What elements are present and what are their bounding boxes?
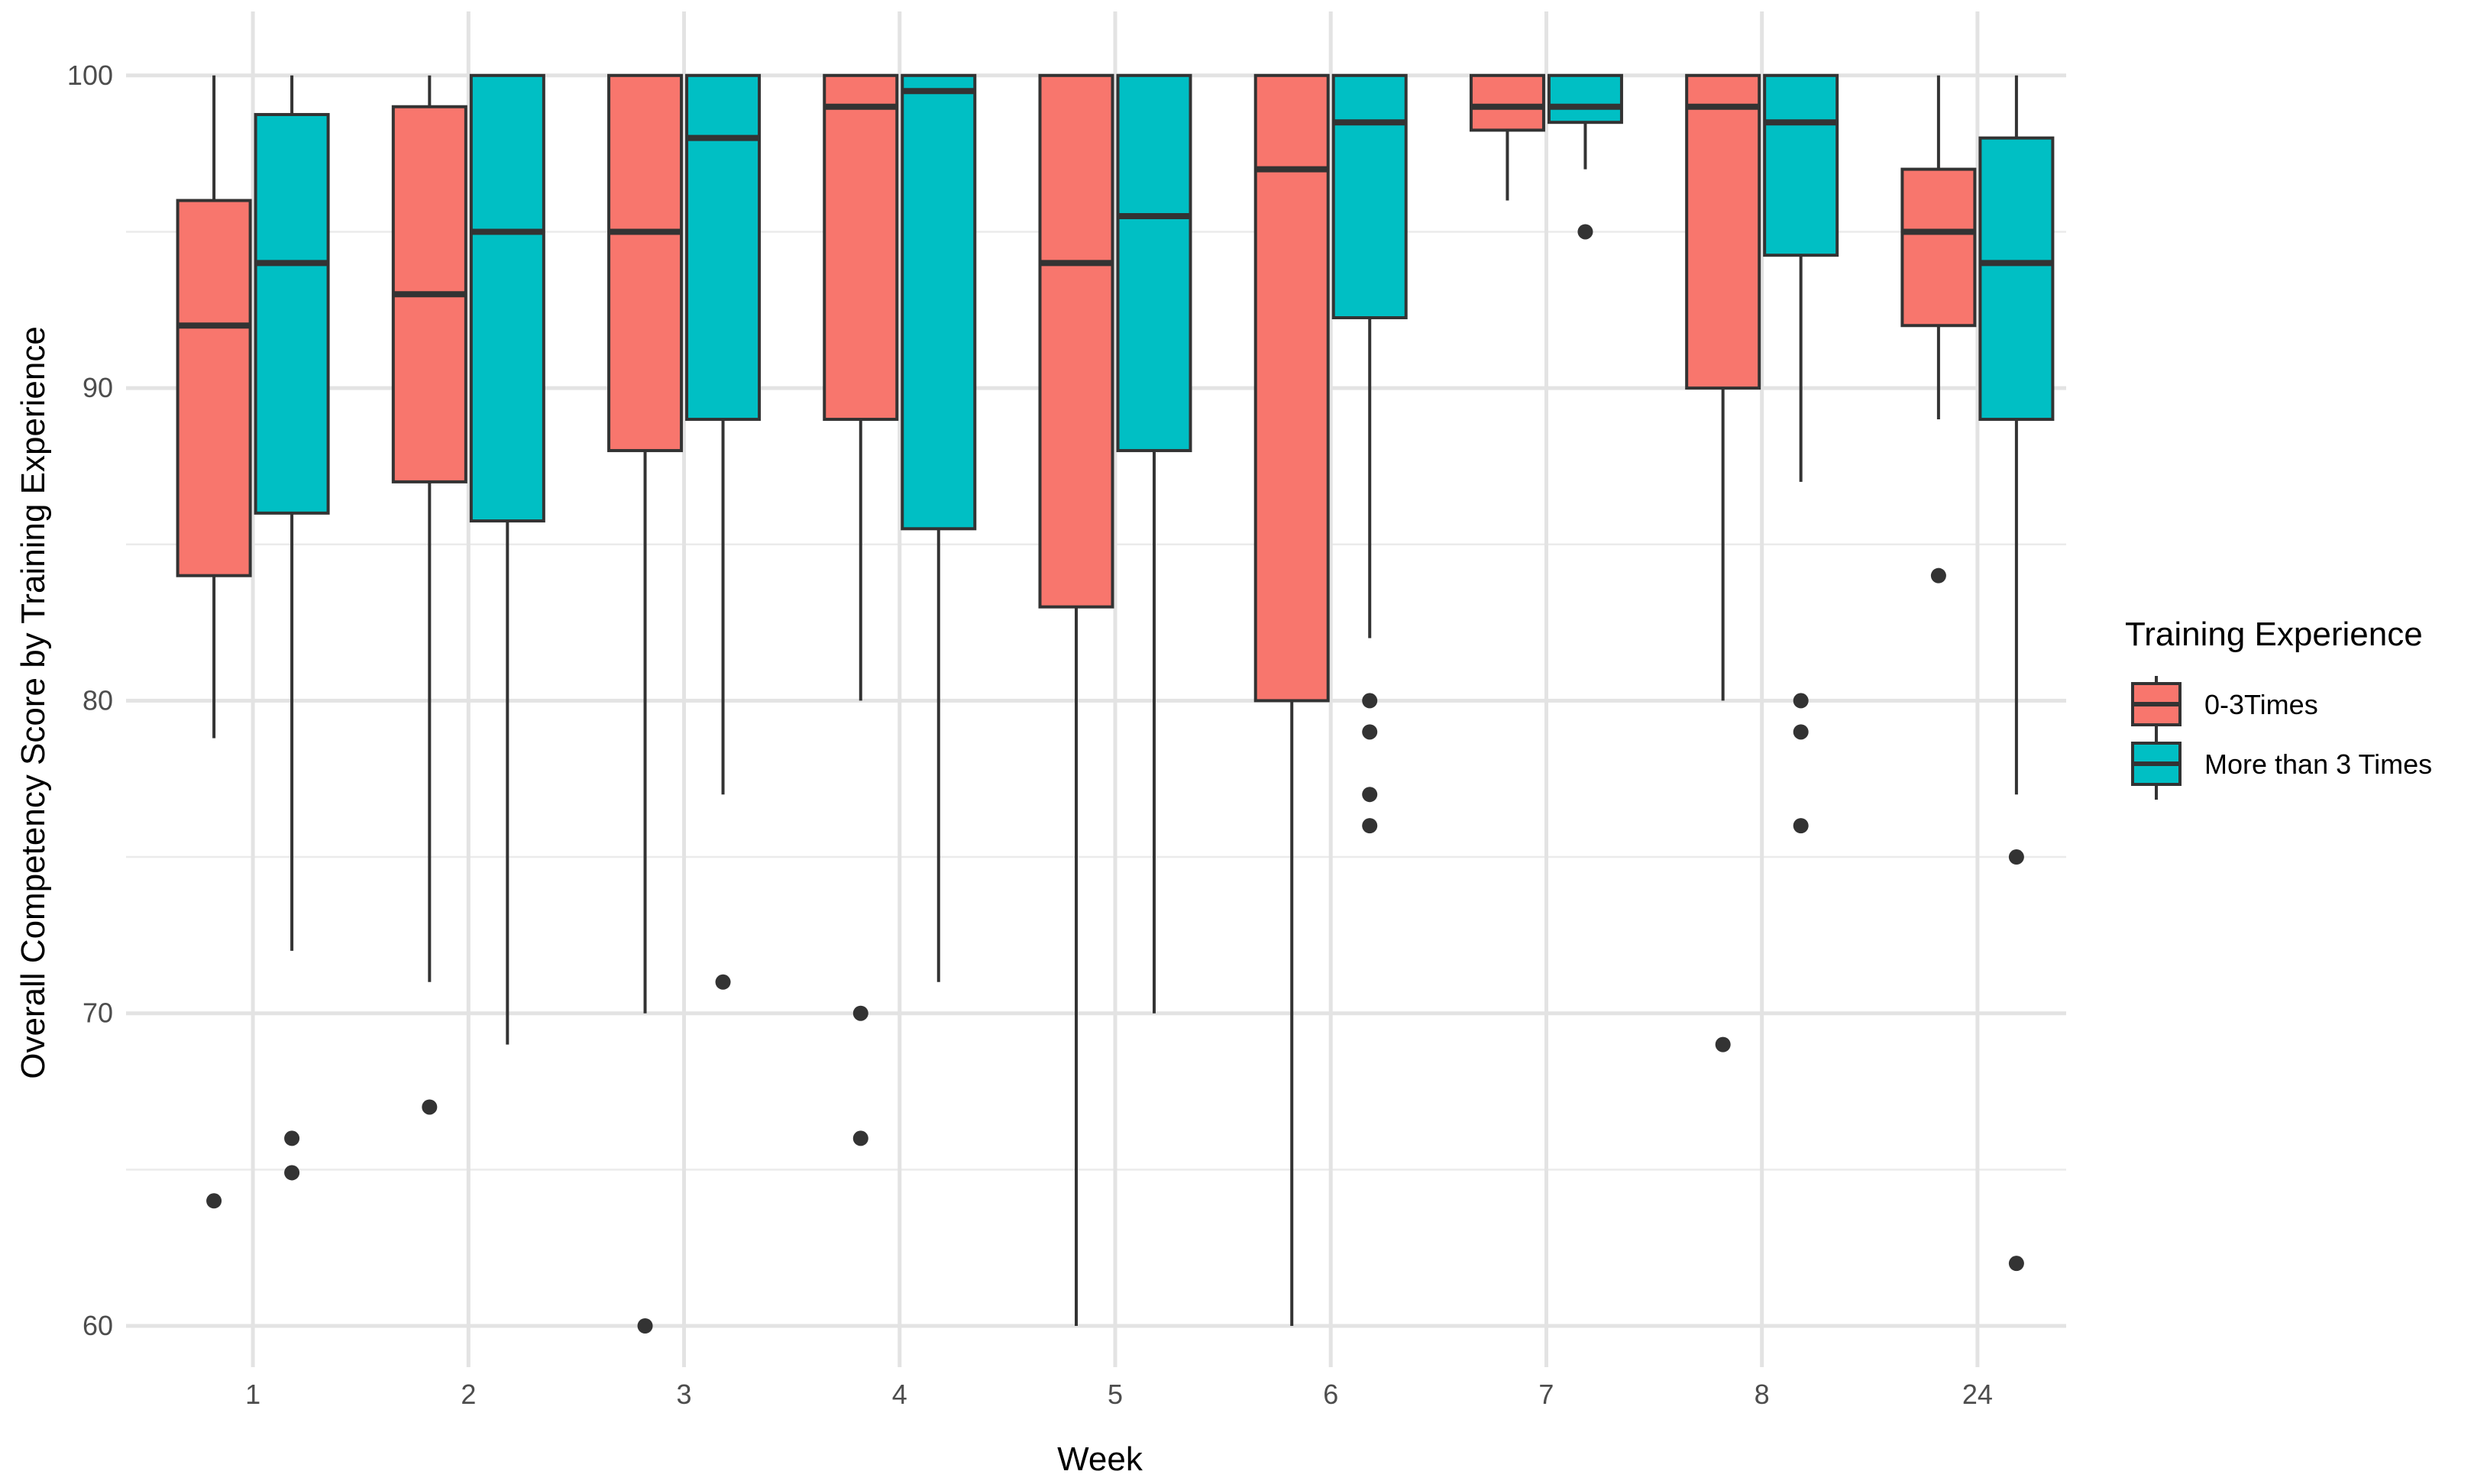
box-body: [901, 73, 977, 531]
box-high-week-7: [1547, 73, 1623, 240]
axis-layer: 60 70 80 90 100 1 2 3 4 5 6 7 8 24: [67, 60, 1993, 1410]
outlier-point: [1930, 567, 1946, 584]
outlier-point: [1793, 818, 1809, 834]
legend: Training Experience 0-3Times More than 3 …: [2125, 616, 2432, 800]
y-tick-label: 70: [82, 997, 113, 1029]
y-tick-label: 90: [82, 372, 113, 403]
grid-layer: [126, 11, 2066, 1367]
legend-label: More than 3 Times: [2204, 748, 2432, 780]
outlier-point: [1793, 724, 1809, 740]
box-low-week-8: [1685, 73, 1761, 1052]
box-body: [1331, 73, 1408, 320]
x-tick-label: 5: [1108, 1379, 1123, 1410]
legend-entry: More than 3 Times: [2131, 736, 2432, 800]
legend-entry: 0-3Times: [2131, 676, 2318, 740]
box-body: [1685, 73, 1761, 390]
outlier-point: [206, 1193, 222, 1209]
box-body: [1978, 136, 2055, 422]
x-tick-label: 7: [1538, 1379, 1554, 1410]
outlier-point: [715, 974, 731, 990]
box-body: [1469, 73, 1545, 132]
box-low-week-1: [176, 75, 252, 1209]
legend-entries: 0-3Times More than 3 Times: [2131, 676, 2432, 800]
box-body: [1116, 73, 1192, 452]
y-tick-label: 80: [82, 684, 113, 716]
box-high-week-4: [901, 73, 977, 982]
outlier-point: [1577, 224, 1593, 240]
box-low-week-2: [391, 75, 467, 1115]
outlier-point: [637, 1318, 653, 1334]
y-tick-label: 100: [67, 60, 113, 91]
box-high-week-24: [1978, 75, 2055, 1272]
box-low-week-4: [823, 73, 899, 1146]
outlier-point: [284, 1165, 300, 1181]
outlier-point: [1362, 724, 1378, 740]
x-tick-label: 4: [892, 1379, 907, 1410]
box-high-week-8: [1763, 73, 1839, 834]
x-tick-label: 1: [245, 1379, 260, 1410]
y-tick-label: 60: [82, 1310, 113, 1341]
x-tick-label: 24: [1962, 1379, 1993, 1410]
box-low-week-6: [1253, 73, 1330, 1326]
outlier-point: [1362, 818, 1378, 834]
outlier-point: [1362, 787, 1378, 803]
legend-label: 0-3Times: [2204, 689, 2318, 720]
box-body: [1253, 73, 1330, 703]
box-body: [1038, 73, 1114, 609]
x-tick-label: 3: [677, 1379, 692, 1410]
box-low-week-7: [1469, 73, 1545, 201]
box-body: [1763, 73, 1839, 257]
outlier-point: [2008, 1256, 2024, 1272]
box-body: [1547, 73, 1623, 124]
box-high-week-3: [685, 73, 762, 990]
box-low-week-3: [607, 73, 684, 1334]
x-tick-label: 8: [1755, 1379, 1770, 1410]
box-body: [607, 73, 684, 452]
outlier-point: [1362, 693, 1378, 709]
box-body: [469, 73, 545, 523]
outlier-point: [852, 1005, 868, 1021]
x-axis-title: Week: [1057, 1440, 1143, 1478]
box-low-week-5: [1038, 73, 1114, 1326]
box-high-week-6: [1331, 73, 1408, 834]
box-body: [254, 112, 330, 515]
box-body: [685, 73, 762, 422]
box-high-week-5: [1116, 73, 1192, 1014]
box-high-week-2: [469, 73, 545, 1045]
outlier-point: [852, 1130, 868, 1146]
box-high-week-1: [254, 75, 330, 1181]
outlier-point: [284, 1130, 300, 1146]
legend-title: Training Experience: [2125, 616, 2423, 653]
x-tick-label: 6: [1323, 1379, 1338, 1410]
outlier-point: [422, 1099, 438, 1115]
box-layer: [176, 73, 2055, 1334]
y-axis-title: Overall Competency Score by Training Exp…: [15, 326, 52, 1079]
x-tick-label: 2: [461, 1379, 476, 1410]
outlier-point: [1793, 693, 1809, 709]
outlier-point: [2008, 849, 2024, 865]
outlier-point: [1715, 1036, 1731, 1052]
box-low-week-24: [1900, 75, 1977, 584]
box-body: [176, 199, 252, 577]
box-body: [823, 73, 899, 422]
box-body: [1900, 167, 1977, 328]
